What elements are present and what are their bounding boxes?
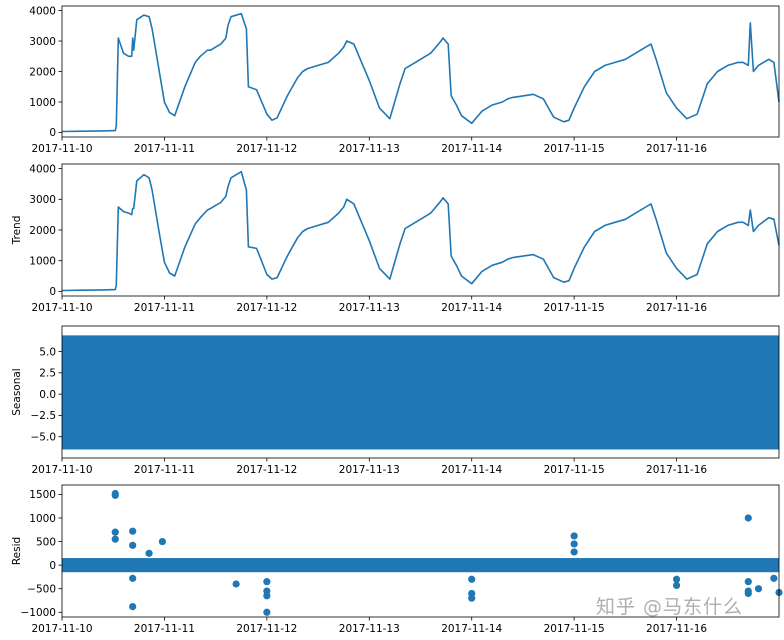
y-tick-label: 0 <box>49 286 56 298</box>
resid-point <box>111 528 119 536</box>
x-tick-label: 2017-11-10 <box>31 623 92 635</box>
resid-point <box>129 574 137 582</box>
y-tick-label: 2000 <box>29 66 56 78</box>
x-tick-label: 2017-11-13 <box>339 302 400 314</box>
resid-point <box>744 578 752 586</box>
axes-frame <box>61 5 780 138</box>
x-tick-label: 2017-11-16 <box>646 302 707 314</box>
resid-point <box>744 589 752 598</box>
y-tick-label: −500 <box>27 584 56 596</box>
resid-point <box>754 585 763 593</box>
resid-point <box>232 580 240 588</box>
panel-1: 0 1000 2000 3000 4000 2017-11-10 2017-11-11 201… <box>29 5 780 155</box>
y-tick-label: 0.0 <box>39 389 56 401</box>
series-line <box>61 12 780 133</box>
y-axis-label: Seasonal <box>11 368 23 415</box>
resid-point <box>158 537 166 546</box>
y-tick-label: 4000 <box>29 163 56 175</box>
x-tick-label: 2017-11-15 <box>544 143 605 155</box>
axes-frame <box>61 484 780 618</box>
panel-2: 0 1000 2000 3000 4000 2017-11-10 2017-11-11 201… <box>11 163 780 314</box>
resid-point <box>263 608 271 616</box>
x-tick-label: 2017-11-16 <box>646 464 707 476</box>
y-axis-label: Resid <box>11 537 23 565</box>
x-tick-label: 2017-11-12 <box>236 143 297 155</box>
x-tick-label: 2017-11-11 <box>134 623 195 635</box>
series-line <box>61 170 780 292</box>
x-tick-label: 2017-11-10 <box>31 302 92 314</box>
x-tick-label: 2017-11-13 <box>339 623 400 635</box>
x-tick-label: 2017-11-10 <box>31 143 92 155</box>
resid-dense-band <box>62 558 779 573</box>
x-tick-label: 2017-11-12 <box>236 623 297 635</box>
resid-point <box>672 575 681 583</box>
x-tick-label: 2017-11-13 <box>339 143 400 155</box>
y-tick-label: 1000 <box>29 255 56 267</box>
y-tick-label: 1000 <box>29 97 56 109</box>
x-tick-label: 2017-11-11 <box>134 302 195 314</box>
resid-point <box>672 581 681 590</box>
axes-frame <box>61 325 780 459</box>
x-tick-label: 2017-11-16 <box>646 143 707 155</box>
y-tick-label: 3000 <box>29 194 56 206</box>
panel-3: −5.0 −2.5 0.0 2.5 5.0 2017-11-10 2017-11-11 201… <box>11 325 780 476</box>
x-tick-label: 2017-11-14 <box>441 464 502 476</box>
x-tick-label: 2017-11-15 <box>544 464 605 476</box>
y-tick-label: 5.0 <box>39 346 56 358</box>
resid-point <box>263 592 271 600</box>
x-tick-label: 2017-11-14 <box>441 143 502 155</box>
y-tick-label: 1500 <box>29 489 56 501</box>
y-tick-label: 2000 <box>29 225 56 237</box>
resid-point <box>111 535 119 543</box>
x-tick-label: 2017-11-15 <box>544 623 605 635</box>
x-tick-label: 2017-11-16 <box>646 623 707 635</box>
resid-point <box>129 603 137 611</box>
x-tick-label: 2017-11-14 <box>441 302 502 314</box>
y-tick-label: 2.5 <box>39 368 56 380</box>
panel-4: −1000 −500 0 500 1000 1500 2017-11-10 2017-11-1… <box>11 484 783 635</box>
resid-point <box>570 540 578 548</box>
axes-frame <box>61 163 780 297</box>
y-tick-label: 3000 <box>29 36 56 48</box>
x-tick-label: 2017-11-13 <box>339 464 400 476</box>
x-tick-label: 2017-11-10 <box>31 464 92 476</box>
y-tick-label: −5.0 <box>31 432 57 444</box>
y-tick-label: 1000 <box>29 513 56 525</box>
resid-point <box>744 514 752 522</box>
resid-point <box>770 574 778 582</box>
y-tick-label: 0 <box>49 127 56 139</box>
y-tick-label: −1000 <box>20 607 56 619</box>
y-tick-label: 4000 <box>29 5 56 17</box>
x-tick-label: 2017-11-11 <box>134 464 195 476</box>
resid-point <box>263 578 271 586</box>
resid-point <box>570 548 578 556</box>
resid-point <box>468 575 476 583</box>
resid-point <box>111 491 119 499</box>
y-tick-label: 0 <box>49 560 56 572</box>
seasonal-band <box>62 335 779 450</box>
y-axis-label: Trend <box>11 216 23 246</box>
resid-point <box>468 594 476 602</box>
resid-point <box>145 549 153 557</box>
resid-point <box>129 527 137 535</box>
x-tick-label: 2017-11-14 <box>441 623 502 635</box>
y-tick-label: −2.5 <box>31 410 57 422</box>
resid-point <box>129 541 137 549</box>
resid-point <box>570 532 578 540</box>
x-tick-label: 2017-11-12 <box>236 464 297 476</box>
x-tick-label: 2017-11-12 <box>236 302 297 314</box>
x-tick-label: 2017-11-11 <box>134 143 195 155</box>
y-tick-label: 500 <box>36 536 56 548</box>
watermark: 知乎 @马东什么 <box>596 596 744 618</box>
x-tick-label: 2017-11-15 <box>544 302 605 314</box>
